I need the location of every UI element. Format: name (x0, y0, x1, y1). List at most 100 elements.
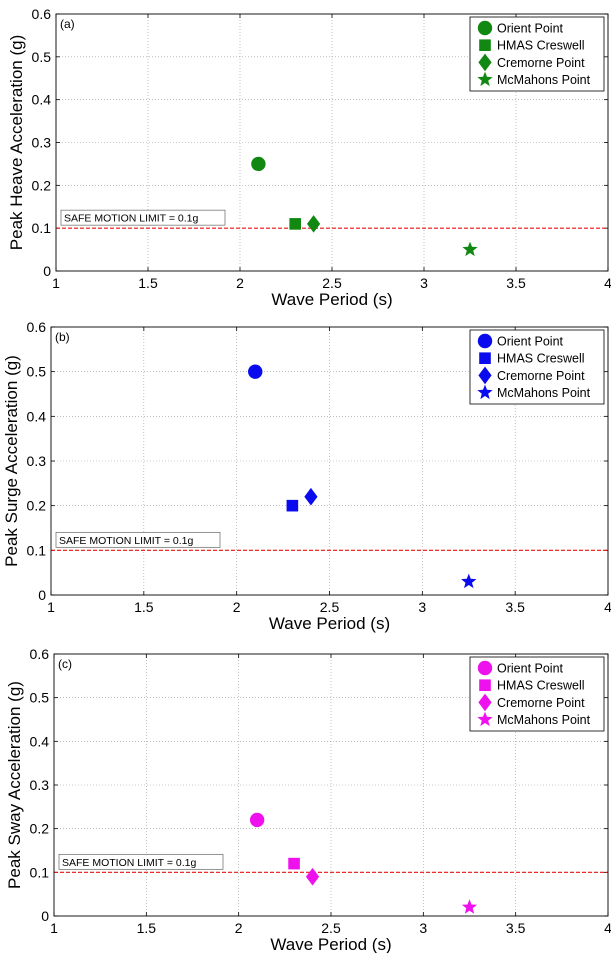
legend-box (469, 16, 605, 92)
y-tick-label: 0.2 (30, 821, 50, 837)
legend-marker-circle (477, 20, 493, 36)
x-tick-label: 1 (52, 275, 60, 291)
legend-entry: Cremorne Point (497, 56, 585, 70)
safe-limit-label: SAFE MOTION LIMIT = 0.1g (62, 857, 196, 869)
data-point-square (289, 218, 301, 230)
legend-box (469, 656, 605, 732)
legend-marker-star (477, 384, 493, 400)
x-tick-label: 2 (235, 920, 243, 936)
x-tick-label: 3 (420, 275, 428, 291)
y-tick-label: 0.4 (32, 92, 52, 108)
y-tick-label: 0.6 (30, 646, 50, 662)
data-point-circle (248, 364, 263, 379)
x-tick-label: 1 (47, 599, 55, 615)
x-tick-label: 4 (604, 920, 611, 936)
legend-entry: HMAS Creswell (497, 679, 585, 693)
data-point-circle (249, 812, 265, 828)
legend-marker-diamond (478, 53, 492, 72)
legend-marker-square (479, 679, 491, 691)
x-tick-label: 3.5 (506, 275, 526, 291)
y-tick-label: 0.6 (27, 319, 47, 335)
x-tick-label: 2.5 (322, 275, 342, 291)
legend-marker-circle (477, 660, 493, 676)
legend-entry: HMAS Creswell (497, 39, 585, 53)
y-tick-label: 0.3 (32, 135, 52, 151)
safe-limit-label-box (55, 531, 221, 548)
y-tick-label: 0.6 (32, 6, 52, 22)
data-point-star (461, 573, 477, 589)
legend-entry: McMahons Point (497, 713, 591, 727)
y-tick-label: 0 (38, 587, 46, 603)
x-tick-label: 3.5 (505, 599, 525, 615)
x-tick-label: 3 (418, 599, 426, 615)
axes-frame (53, 653, 609, 917)
chart-panel-2: 1 1.5 2 2.5 3 3.5 4 0 0.1 0.2 0.3 0.4 0.5 0.6 SAFE MOT… (2, 319, 611, 633)
legend-marker-diamond (478, 693, 492, 712)
legend-marker-square (479, 39, 491, 51)
safe-limit-label: SAFE MOTION LIMIT = 0.1g (59, 535, 193, 547)
legend-marker-star (477, 71, 493, 87)
axes-frame (50, 326, 609, 596)
x-axis-label: Wave Period (s) (269, 614, 390, 633)
safe-limit-label: SAFE MOTION LIMIT = 0.1g (64, 213, 198, 225)
legend: Orient Point HMAS Creswell Cremorne Point M… (469, 16, 605, 92)
x-tick-label: 1.5 (134, 599, 154, 615)
data-point-square (288, 857, 300, 870)
legend-entry: Cremorne Point (497, 369, 585, 383)
data-point-circle (251, 156, 266, 172)
legend-box (469, 329, 605, 405)
x-tick-label: 2.5 (321, 920, 341, 936)
y-tick-label: 0.3 (27, 453, 47, 469)
x-tick-label: 3.5 (506, 920, 526, 936)
panel-label: (b) (55, 330, 70, 344)
y-tick-label: 0.4 (30, 733, 50, 749)
legend-entry: Orient Point (497, 662, 564, 676)
y-tick-label: 0.5 (30, 690, 50, 706)
legend-entry: HMAS Creswell (497, 352, 585, 366)
x-tick-label: 2.5 (320, 599, 340, 615)
x-tick-label: 3 (419, 920, 427, 936)
legend-entry: McMahons Point (497, 73, 591, 87)
x-axis-label: Wave Period (s) (270, 935, 391, 953)
legend-entry: Orient Point (497, 22, 564, 36)
x-tick-label: 1.5 (138, 275, 158, 291)
data-point-star (462, 241, 478, 257)
data-point-square (286, 499, 299, 512)
panel-label: (a) (60, 17, 75, 31)
x-axis-label: Wave Period (s) (271, 290, 392, 309)
legend: Orient Point HMAS Creswell Cremorne Point M… (469, 329, 605, 405)
data-point-star (461, 899, 478, 914)
x-tick-label: 4 (604, 599, 611, 615)
y-tick-label: 0.5 (27, 364, 47, 380)
y-axis-label: Peak Sway Acceleration (g) (5, 681, 24, 889)
legend-marker-circle (477, 333, 493, 349)
y-tick-label: 0.1 (30, 864, 50, 880)
y-tick-label: 0 (41, 908, 49, 924)
legend-entry: Orient Point (497, 335, 564, 349)
x-tick-label: 1.5 (137, 920, 157, 936)
y-tick-label: 0.1 (27, 542, 47, 558)
y-tick-label: 0.5 (32, 49, 52, 65)
y-axis-label: Peak Heave Acceleration (g) (7, 35, 26, 250)
legend: Orient Point HMAS Creswell Cremorne Point M… (469, 656, 605, 732)
chart-panel-3: 1 1.5 2 2.5 3 3.5 4 0 0.1 0.2 0.3 0.4 0.5 0.6 SAFE MOT… (5, 646, 611, 953)
y-tick-label: 0 (43, 263, 51, 279)
y-tick-label: 0.1 (32, 220, 52, 236)
y-tick-label: 0.4 (27, 408, 47, 424)
panel-label: (c) (58, 657, 72, 671)
y-tick-label: 0.2 (32, 177, 52, 193)
y-tick-label: 0.3 (30, 777, 50, 793)
legend-entry: McMahons Point (497, 386, 591, 400)
x-tick-label: 4 (604, 275, 611, 291)
chart-panel-1: 1 1.5 2 2.5 3 3.5 4 0 0.1 0.2 0.3 0.4 0.5 0.6 SAFE MOT… (7, 6, 611, 309)
legend-marker-star (477, 711, 493, 727)
legend-entry: Cremorne Point (497, 696, 585, 710)
axes-frame (55, 13, 609, 272)
data-point-diamond (307, 215, 321, 233)
legend-marker-diamond (478, 366, 492, 385)
data-point-diamond (305, 867, 320, 886)
data-point-diamond (304, 487, 318, 506)
safe-limit-label-box (58, 853, 224, 870)
y-axis-label: Peak Surge Acceleration (g) (2, 355, 21, 567)
